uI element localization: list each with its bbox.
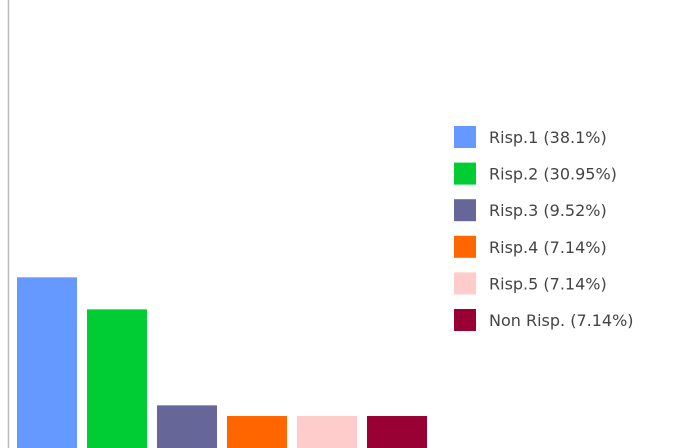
legend-item: Risp.5 (7.14%) — [454, 272, 607, 295]
legend-swatch — [454, 235, 476, 258]
legend-swatch — [454, 199, 476, 222]
bar-non-risp — [367, 416, 427, 448]
legend-label: Risp.2 (30.95%) — [489, 165, 617, 184]
legend-label: Risp.4 (7.14%) — [489, 238, 607, 257]
legend: Risp.1 (38.1%) Risp.2 (30.95%) Risp.3 (9.5… — [454, 126, 634, 331]
bar-risp-3 — [157, 405, 217, 448]
bars-group — [17, 277, 427, 448]
bar-risp-1 — [17, 277, 77, 448]
legend-swatch — [454, 272, 476, 295]
legend-item: Risp.1 (38.1%) — [454, 126, 607, 148]
legend-item: Risp.3 (9.52%) — [454, 199, 607, 222]
legend-item: Risp.2 (30.95%) — [454, 162, 617, 185]
legend-label: Risp.1 (38.1%) — [489, 128, 607, 147]
legend-label: Risp.3 (9.52%) — [489, 201, 607, 220]
bar-risp-2 — [87, 309, 147, 448]
bar-risp-5 — [297, 416, 357, 448]
legend-item: Non Risp. (7.14%) — [454, 309, 634, 331]
legend-swatch — [454, 126, 476, 148]
legend-swatch — [454, 309, 476, 331]
bar-risp-4 — [227, 416, 287, 448]
legend-label: Risp.5 (7.14%) — [489, 274, 607, 293]
legend-swatch — [454, 162, 476, 185]
legend-label: Non Risp. (7.14%) — [489, 311, 634, 330]
legend-item: Risp.4 (7.14%) — [454, 235, 607, 258]
